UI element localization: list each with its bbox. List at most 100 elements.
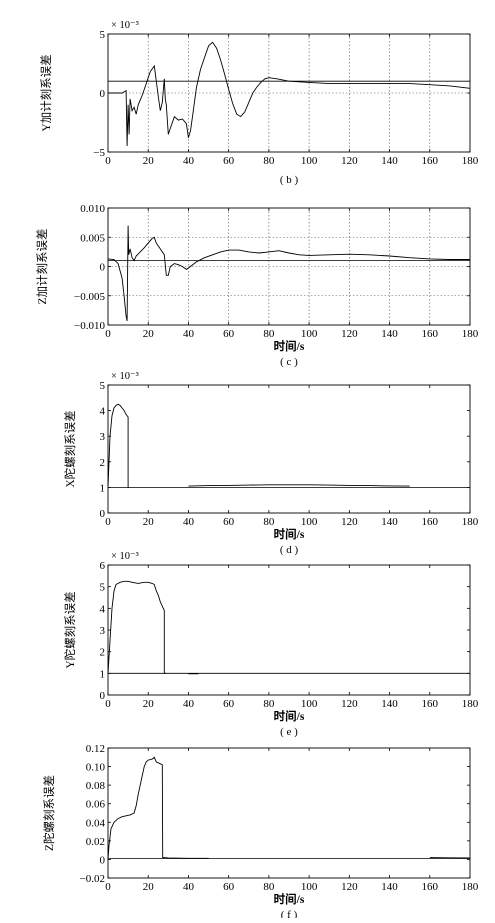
- x-tick-label: 180: [462, 155, 479, 167]
- y-tick-label: 5: [100, 582, 106, 594]
- x-tick-label: 20: [143, 516, 155, 528]
- y-tick-label: 0.08: [86, 780, 106, 792]
- y-tick-label: 3: [100, 625, 106, 637]
- y-tick-label: 0: [100, 262, 106, 274]
- y-tick-label: 0.005: [80, 232, 105, 244]
- x-tick-label: 100: [301, 155, 318, 167]
- x-tick-label: 160: [422, 155, 439, 167]
- x-tick-label: 140: [381, 516, 398, 528]
- y-tick-label: 3: [100, 431, 106, 443]
- x-tick-label: 60: [223, 881, 235, 893]
- series-line-1: [108, 404, 129, 487]
- x-tick-label: 20: [143, 155, 155, 167]
- y-tick-label: 0.02: [86, 836, 105, 848]
- panel-caption: ( c ): [280, 356, 298, 368]
- x-tick-label: 60: [223, 516, 235, 528]
- x-tick-label: 140: [381, 881, 398, 893]
- x-tick-label: 80: [263, 155, 275, 167]
- x-tick-label: 80: [263, 698, 275, 710]
- x-tick-label: 180: [462, 881, 479, 893]
- y-tick-label: 0: [100, 854, 106, 866]
- y-exponent-label: × 10⁻³: [111, 20, 139, 31]
- y-tick-label: 0: [100, 690, 106, 702]
- series-line-1: [108, 42, 470, 146]
- y-tick-label: −5: [93, 147, 105, 159]
- series-line-1: [108, 757, 209, 859]
- panel-caption: ( f ): [281, 909, 298, 918]
- y-tick-label: −0.010: [74, 320, 105, 332]
- x-tick-label: 100: [301, 328, 318, 340]
- y-axis-label: X陀螺刻系误差: [63, 410, 77, 487]
- x-tick-label: 140: [381, 698, 398, 710]
- x-tick-label: 0: [105, 698, 111, 710]
- x-tick-label: 60: [223, 698, 235, 710]
- x-axis-label: 时间/s: [274, 339, 305, 353]
- x-tick-label: 20: [143, 328, 155, 340]
- x-tick-label: 100: [301, 881, 318, 893]
- x-tick-label: 120: [341, 155, 358, 167]
- panel-caption: ( b ): [280, 174, 299, 186]
- y-tick-label: 1: [100, 668, 106, 680]
- x-tick-label: 60: [223, 328, 235, 340]
- panel-caption: ( d ): [280, 544, 299, 556]
- y-tick-label: 0.010: [80, 203, 105, 215]
- x-tick-label: 20: [143, 881, 155, 893]
- panel-caption: ( e ): [280, 726, 298, 738]
- x-tick-label: 80: [263, 516, 275, 528]
- series-line-2: [188, 485, 409, 486]
- x-tick-label: 0: [105, 516, 111, 528]
- x-tick-label: 160: [422, 516, 439, 528]
- y-tick-label: 5: [100, 380, 106, 392]
- x-tick-label: 80: [263, 881, 275, 893]
- plot-frame: [108, 208, 470, 325]
- x-tick-label: 0: [105, 881, 111, 893]
- x-tick-label: 180: [462, 328, 479, 340]
- x-tick-label: 120: [341, 328, 358, 340]
- y-axis-label: Y加计刻系误差: [39, 54, 53, 131]
- x-tick-label: 40: [183, 881, 195, 893]
- x-tick-label: 140: [381, 155, 398, 167]
- x-tick-label: 120: [341, 698, 358, 710]
- y-axis-label: Z加计刻系误差: [35, 228, 49, 304]
- x-tick-label: 160: [422, 328, 439, 340]
- x-tick-label: 60: [223, 155, 235, 167]
- y-axis-label: Y陀螺刻系误差: [63, 591, 77, 668]
- x-tick-label: 120: [341, 516, 358, 528]
- x-tick-label: 20: [143, 698, 155, 710]
- x-tick-label: 40: [183, 516, 195, 528]
- x-tick-label: 100: [301, 698, 318, 710]
- y-tick-label: 0: [100, 88, 106, 100]
- series-line-1: [108, 581, 166, 673]
- plot-frame: [108, 34, 470, 152]
- y-tick-label: 4: [100, 603, 106, 615]
- y-tick-label: 0.04: [86, 817, 106, 829]
- x-tick-label: 40: [183, 155, 195, 167]
- x-tick-label: 120: [341, 881, 358, 893]
- x-tick-label: 0: [105, 155, 111, 167]
- y-exponent-label: × 10⁻³: [111, 551, 139, 562]
- x-tick-label: 140: [381, 328, 398, 340]
- y-tick-label: 1: [100, 482, 106, 494]
- y-tick-label: 4: [100, 406, 106, 418]
- y-tick-label: −0.02: [80, 873, 105, 885]
- series-line-1: [108, 226, 470, 321]
- x-tick-label: 180: [462, 698, 479, 710]
- y-exponent-label: × 10⁻³: [111, 371, 139, 382]
- x-tick-label: 0: [105, 328, 111, 340]
- plot-frame: [108, 565, 470, 695]
- y-tick-label: −0.005: [74, 291, 105, 303]
- y-tick-label: 0.12: [86, 743, 105, 755]
- y-tick-label: 0.06: [86, 799, 106, 811]
- y-tick-label: 6: [100, 560, 106, 572]
- y-tick-label: 2: [100, 647, 106, 659]
- x-axis-label: 时间/s: [274, 527, 305, 541]
- y-tick-label: 5: [100, 29, 106, 41]
- y-tick-label: 2: [100, 457, 106, 469]
- x-tick-label: 40: [183, 328, 195, 340]
